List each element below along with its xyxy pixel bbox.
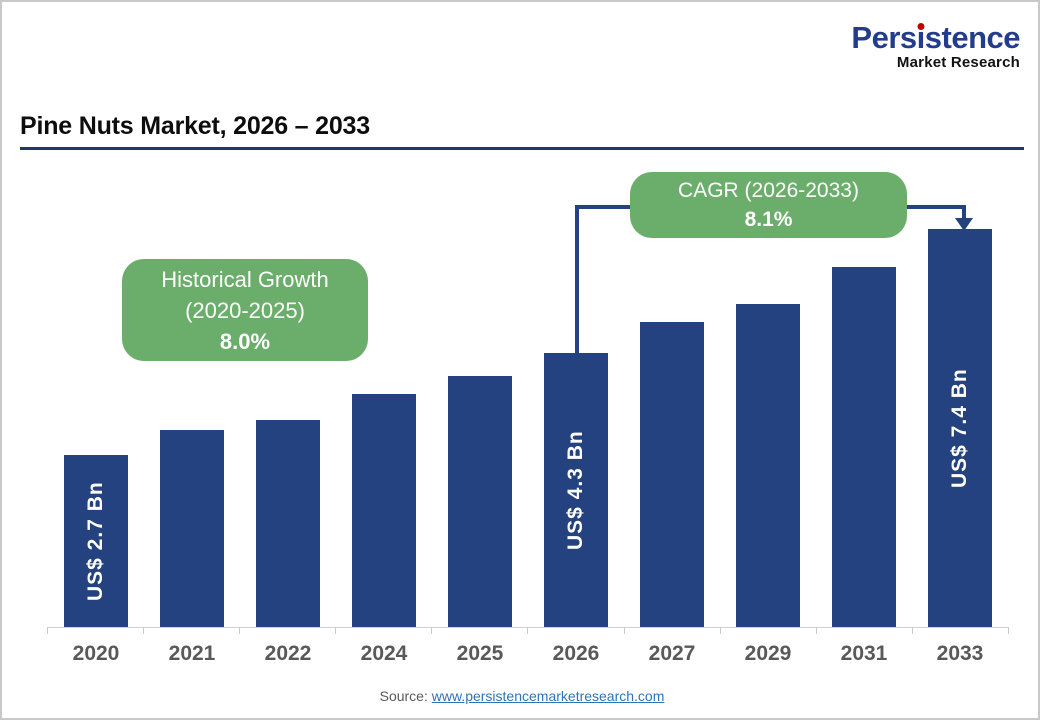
x-axis-label-2021: 2021	[168, 642, 216, 665]
bracket-vertical-line-2026	[575, 205, 579, 353]
axis-tick	[143, 627, 145, 634]
axis-tick	[527, 627, 529, 634]
source-line: Source: www.persistencemarketresearch.co…	[2, 688, 1038, 704]
bar-column-2022: 2022	[256, 420, 320, 670]
bar-column-2020: US$ 2.7 Bn 2020	[64, 455, 128, 670]
historical-growth-line2: (2020-2025)	[185, 297, 305, 323]
axis-tick	[47, 627, 48, 634]
logo-text-pre: Pers	[851, 20, 917, 55]
historical-growth-rate: 8.0%	[219, 328, 271, 354]
bar-column-2024: 2024	[352, 394, 416, 670]
x-axis-label-2024: 2024	[360, 642, 408, 665]
cagr-rate: 8.1%	[744, 208, 793, 231]
axis-tick	[623, 627, 625, 634]
cagr-callout: CAGR (2026-2033) 8.1%	[630, 172, 907, 238]
x-axis-label-2022: 2022	[264, 642, 312, 665]
bar-column-2026: US$ 4.3 Bn 2026	[544, 353, 608, 670]
x-axis-label-2027: 2027	[648, 642, 696, 665]
bar-2027	[640, 322, 704, 627]
bracket-horizontal-line-left	[575, 205, 632, 209]
arrow-down-icon	[955, 218, 973, 231]
bar-column-2021: 2021	[160, 430, 224, 670]
source-prefix: Source:	[379, 688, 428, 704]
x-axis-label-2031: 2031	[840, 642, 888, 665]
bar-column-2027: 2027	[640, 322, 704, 670]
bar-2020: US$ 2.7 Bn	[64, 455, 128, 627]
bar-2025	[448, 376, 512, 627]
x-axis-label-2029: 2029	[744, 642, 792, 665]
logo-wordmark: Persıstence	[851, 22, 1020, 53]
bar-2033: US$ 7.4 Bn	[928, 229, 992, 627]
axis-tick	[239, 627, 241, 634]
x-axis-label-2026: 2026	[552, 642, 600, 665]
company-logo: Persıstence Market Research	[851, 22, 1020, 70]
bar-2022	[256, 420, 320, 627]
bar-chart: US$ 2.7 Bn 2020 2021 2022 2024 2025 US$ …	[48, 2, 1008, 670]
bar-2031	[832, 267, 896, 627]
bar-column-2031: 2031	[832, 267, 896, 670]
logo-red-dot-i: ı	[916, 20, 926, 55]
historical-growth-callout: Historical Growth (2020-2025) 8.0%	[122, 259, 368, 361]
bracket-vertical-line-2033	[962, 205, 966, 219]
x-axis-label-2033: 2033	[936, 642, 984, 665]
axis-tick	[1007, 627, 1009, 634]
bar-2029	[736, 304, 800, 627]
bar-value-label-2026: US$ 4.3 Bn	[564, 430, 587, 550]
logo-tagline: Market Research	[896, 54, 1020, 71]
x-axis-label-2020: 2020	[72, 642, 120, 665]
logo-text-i: ı	[916, 20, 926, 55]
bar-2026: US$ 4.3 Bn	[544, 353, 608, 627]
axis-tick	[719, 627, 721, 634]
bar-column-2025: 2025	[448, 376, 512, 670]
x-axis-label-2025: 2025	[456, 642, 504, 665]
axis-tick	[431, 627, 433, 634]
bar-value-label-2020: US$ 2.7 Bn	[84, 481, 107, 601]
source-link[interactable]: www.persistencemarketresearch.com	[431, 688, 665, 704]
historical-growth-line1: Historical Growth	[161, 266, 329, 292]
cagr-label: CAGR (2026-2033)	[678, 179, 859, 202]
bar-2024	[352, 394, 416, 627]
title-underline	[20, 147, 1024, 150]
axis-tick	[911, 627, 913, 634]
bar-2021	[160, 430, 224, 627]
bar-value-label-2033: US$ 7.4 Bn	[948, 368, 971, 488]
bar-column-2029: 2029	[736, 304, 800, 670]
logo-text-post: stence	[924, 20, 1021, 55]
axis-ticks	[47, 627, 1009, 634]
bar-column-2033: US$ 7.4 Bn 2033	[928, 229, 992, 670]
bracket-horizontal-line-right	[905, 205, 966, 209]
axis-tick	[815, 627, 817, 634]
axis-tick	[335, 627, 337, 634]
page-title: Pine Nuts Market, 2026 – 2033	[20, 112, 370, 140]
